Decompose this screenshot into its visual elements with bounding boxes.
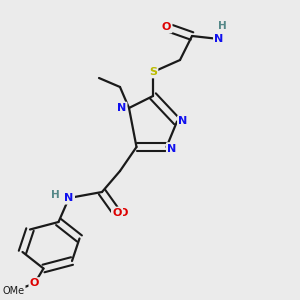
Text: O: O [112, 208, 122, 218]
Text: N: N [64, 193, 74, 203]
Text: N: N [178, 116, 188, 127]
Text: O: O [118, 208, 128, 218]
Text: OMe: OMe [2, 286, 25, 296]
Text: H: H [218, 21, 226, 32]
Text: H: H [51, 190, 60, 200]
Text: N: N [167, 143, 176, 154]
Text: O: O [30, 278, 39, 289]
Text: N: N [117, 103, 126, 113]
Text: S: S [149, 67, 157, 77]
Text: N: N [214, 34, 224, 44]
Text: O: O [162, 22, 171, 32]
Text: N: N [64, 193, 74, 203]
